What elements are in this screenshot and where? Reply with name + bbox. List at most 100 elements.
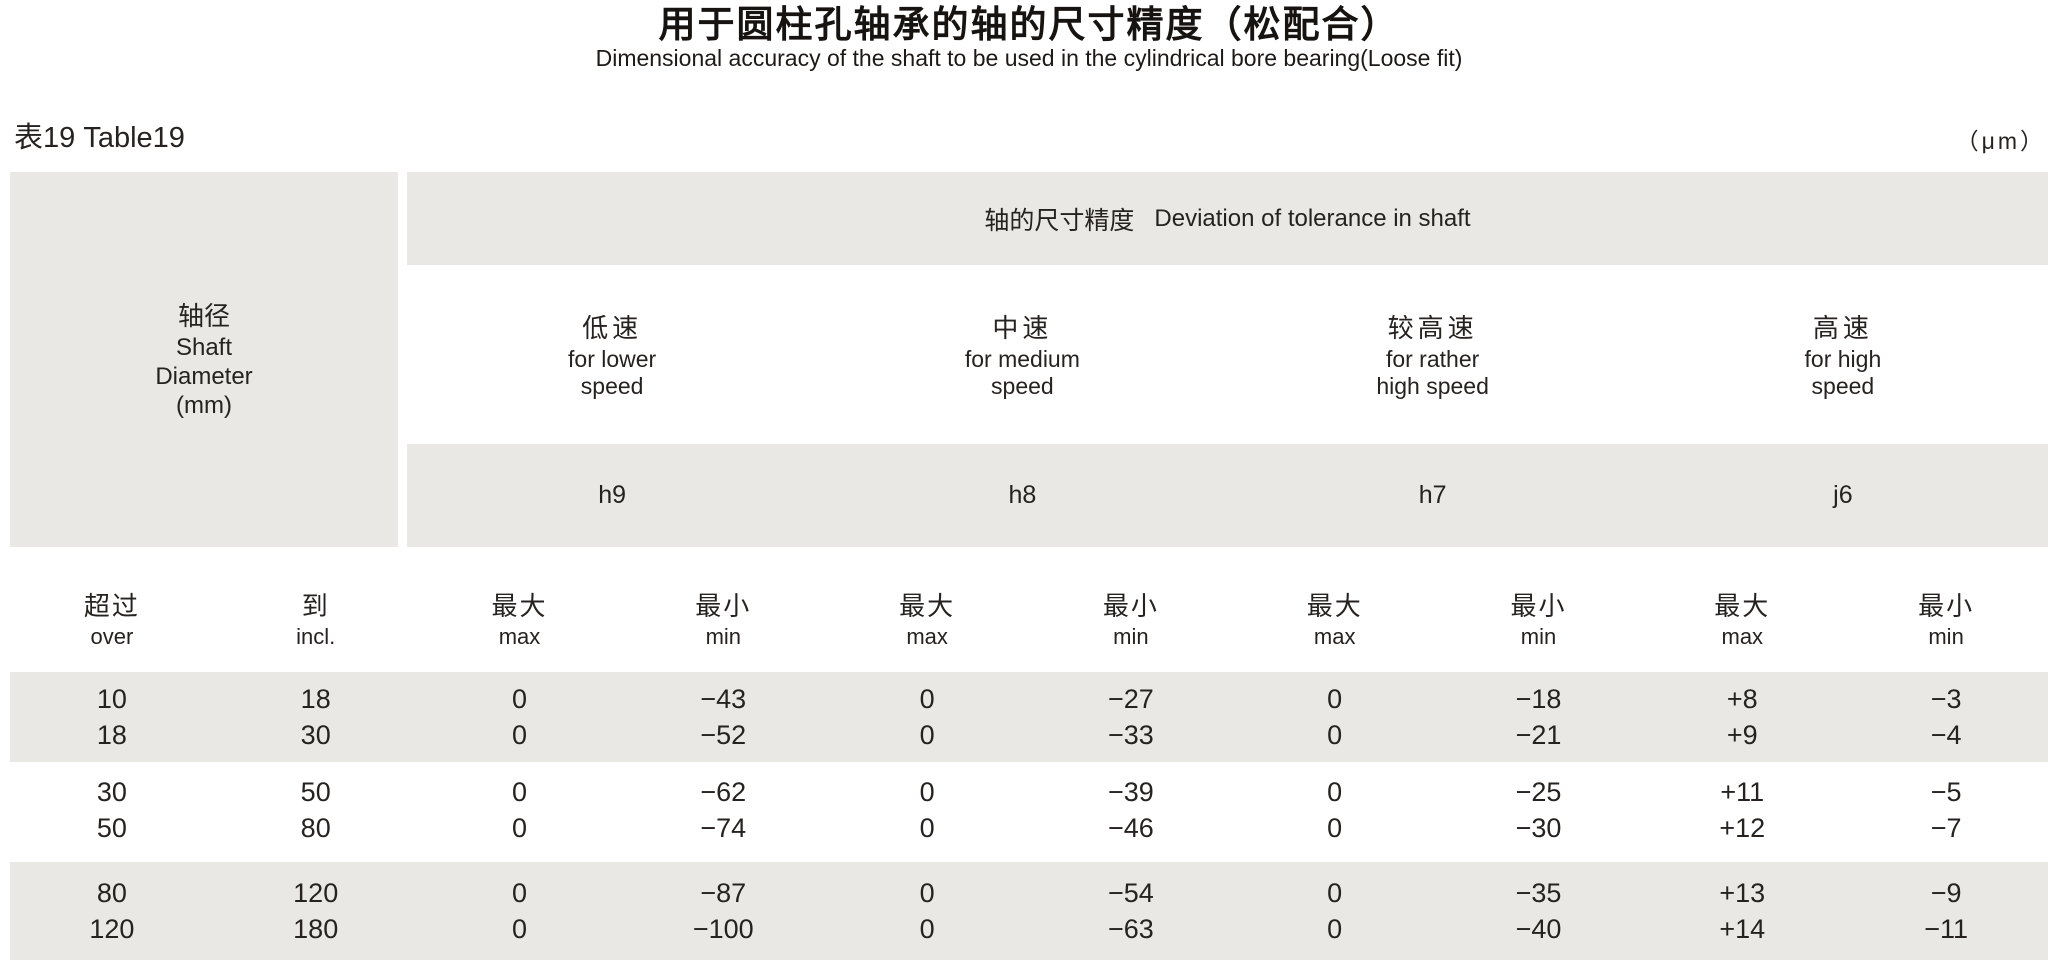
subheader-h8-max: 最大 max	[825, 567, 1029, 672]
subheader-zh: 最小	[1918, 590, 1975, 621]
table-cell: −4	[1930, 720, 1962, 750]
table-cell: 30	[300, 720, 331, 750]
data-band-3: 80 120 0 −87 0 −54 0 −35 +13 −9 120 180 …	[10, 862, 2048, 960]
table-row: 120 180 0 −100 0 −63 0 −40 +14 −11	[10, 911, 2048, 947]
table-cell: 0	[511, 684, 527, 714]
subheader-zh: 最大	[1306, 590, 1363, 621]
table-cell: −18	[1515, 684, 1562, 714]
table-cell: +13	[1719, 878, 1766, 908]
table-cell: +12	[1719, 812, 1766, 843]
table-cell: −21	[1515, 720, 1562, 750]
table-row: 50 80 0 −74 0 −46 0 −30 +12 −7	[10, 810, 2048, 846]
table-cell: −52	[700, 720, 747, 750]
subheader-en: max	[498, 623, 541, 649]
speed-group-lower: 低速 for lower speed	[407, 265, 817, 444]
shaft-diameter-en2: Diameter	[155, 363, 253, 390]
table-cell: −27	[1107, 684, 1154, 714]
speed-zh: 较高速	[1387, 312, 1478, 343]
subheader-h7-max: 最大 max	[1233, 567, 1437, 672]
table-cell: 0	[1327, 878, 1343, 908]
subheader-en: incl.	[296, 623, 336, 649]
tolerance-class-h7: h7	[1418, 481, 1447, 509]
table-cell: 0	[919, 684, 935, 714]
table-cell: −74	[700, 812, 747, 843]
shaft-diameter-en3: (mm)	[176, 392, 232, 419]
table-cell: 0	[511, 776, 527, 807]
deviation-header-block: 轴的尺寸精度 Deviation of tolerance in shaft 低…	[407, 172, 2048, 547]
subheader-en: max	[1313, 623, 1356, 649]
table-cell: 0	[511, 878, 527, 908]
table-cell: +14	[1719, 914, 1766, 944]
table-cell: 80	[300, 812, 331, 843]
table-row: 18 30 0 −52 0 −33 0 −21 +9 −4	[10, 717, 2048, 753]
table-cell: 0	[919, 812, 935, 843]
subheader-h7-min: 最小 min	[1437, 567, 1641, 672]
subheader-en: min	[1520, 623, 1557, 649]
tolerance-class-h8: h8	[1008, 481, 1037, 509]
unit-label: （μm）	[1955, 128, 2046, 154]
table-cell: −30	[1515, 812, 1562, 843]
subheader-zh: 最小	[695, 590, 752, 621]
table-cell: 0	[511, 812, 527, 843]
table-meta-row: 表19 Table19 （μm）	[14, 114, 2046, 156]
table-cell: −62	[700, 776, 747, 807]
shaft-diameter-header: 轴径 Shaft Diameter (mm)	[10, 172, 398, 547]
speed-en1: for rather	[1385, 345, 1480, 372]
table-cell: +11	[1720, 776, 1765, 807]
tolerance-table: 轴径 Shaft Diameter (mm) 轴的尺寸精度 Deviation …	[10, 172, 2048, 960]
subheader-zh: 超过	[83, 590, 140, 621]
table-cell: 0	[1327, 776, 1343, 807]
speed-en2: speed	[991, 372, 1054, 399]
table-cell: 80	[96, 878, 127, 908]
speed-en2: speed	[1811, 372, 1875, 399]
speed-en1: for medium	[964, 345, 1080, 372]
table-cell: 0	[1327, 914, 1343, 944]
table-cell: +9	[1726, 720, 1758, 750]
speed-group-medium: 中速 for medium speed	[817, 265, 1227, 444]
table-cell: 0	[1327, 684, 1343, 714]
tolerance-class-h9: h9	[598, 481, 627, 509]
table-cell: +8	[1726, 684, 1758, 714]
subheader-zh: 最大	[491, 590, 548, 621]
subheader-zh: 最大	[1714, 590, 1771, 621]
speed-group-high: 高速 for high speed	[1638, 265, 2048, 444]
table-cell: 10	[96, 684, 127, 714]
subheader-h9-max: 最大 max	[418, 567, 622, 672]
subheader-incl: 到 incl.	[214, 567, 418, 672]
speed-groups-band: 低速 for lower speed 中速 for medium speed 较…	[407, 265, 2048, 444]
speed-en2: high speed	[1376, 372, 1489, 399]
table-cell: 50	[300, 776, 331, 807]
table-cell: 120	[293, 878, 339, 908]
table-cell: 30	[96, 776, 127, 807]
subheader-j6-max: 最大 max	[1640, 567, 1844, 672]
table-cell: 18	[300, 684, 331, 714]
table-header: 轴径 Shaft Diameter (mm) 轴的尺寸精度 Deviation …	[10, 172, 2048, 547]
subheader-zh: 到	[301, 590, 330, 621]
table-cell: 0	[919, 776, 935, 807]
table-cell: −40	[1515, 914, 1562, 944]
table-cell: 50	[96, 812, 127, 843]
table-cell: −35	[1515, 878, 1562, 908]
table-row: 30 50 0 −62 0 −39 0 −25 +11 −5	[10, 774, 2048, 810]
speed-group-rather-high: 较高速 for rather high speed	[1228, 265, 1638, 444]
subheader-zh: 最小	[1510, 590, 1567, 621]
speed-zh: 中速	[992, 312, 1053, 343]
table-cell: −9	[1930, 878, 1962, 908]
data-band-1: 10 18 0 −43 0 −27 0 −18 +8 −3 18 30 0 −5…	[10, 672, 2048, 762]
table-cell: −39	[1107, 776, 1154, 807]
speed-en1: for high	[1804, 345, 1882, 372]
table-cell: −5	[1930, 776, 1962, 807]
subheader-zh: 最大	[899, 590, 956, 621]
table-cell: −43	[700, 684, 747, 714]
table-cell: 0	[511, 914, 527, 944]
deviation-title-band: 轴的尺寸精度 Deviation of tolerance in shaft	[407, 172, 2048, 265]
subheader-en: min	[1928, 623, 1964, 649]
table-row: 80 120 0 −87 0 −54 0 −35 +13 −9	[10, 875, 2048, 911]
subheader-en: max	[906, 623, 948, 649]
table-cell: −33	[1107, 720, 1154, 750]
table-row: 10 18 0 −43 0 −27 0 −18 +8 −3	[10, 681, 2048, 717]
table-cell: −54	[1107, 878, 1154, 908]
subheader-en: max	[1721, 623, 1764, 649]
table-number-label: 表19 Table19	[14, 122, 185, 154]
